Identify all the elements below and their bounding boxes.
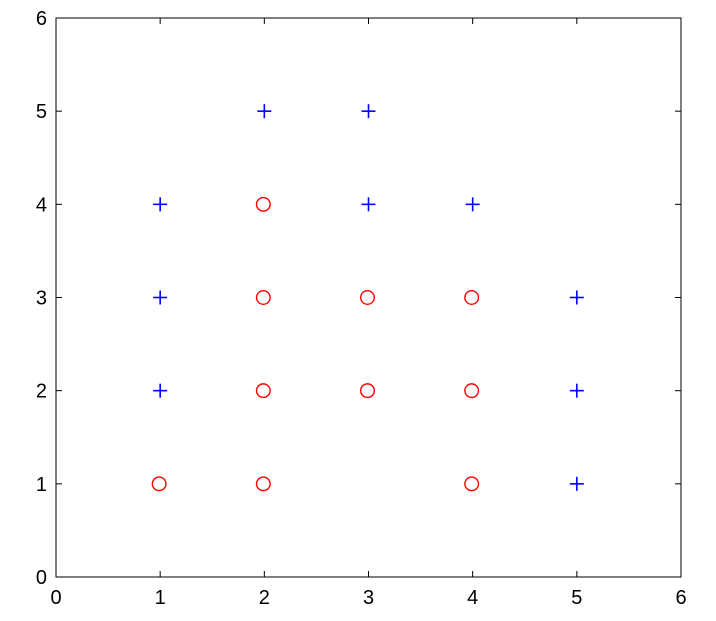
- x-tick-label: 5: [571, 587, 582, 609]
- x-tick-label: 1: [155, 587, 166, 609]
- circle-marker: [151, 476, 167, 492]
- plus-marker: [153, 383, 168, 398]
- y-tick-label: 0: [36, 567, 47, 589]
- circle-marker: [360, 383, 376, 399]
- x-tick-label: 2: [259, 587, 270, 609]
- circle-marker: [255, 290, 271, 306]
- plus-marker: [569, 290, 584, 305]
- plus-marker: [569, 383, 584, 398]
- circle-marker: [464, 476, 480, 492]
- circle-marker: [255, 383, 271, 399]
- plus-marker: [569, 476, 584, 491]
- y-tick-label: 4: [36, 194, 47, 216]
- y-tick-label: 5: [36, 101, 47, 123]
- plus-marker: [153, 197, 168, 212]
- plus-marker: [465, 197, 480, 212]
- plot-area: [56, 18, 681, 577]
- plus-marker: [257, 104, 272, 119]
- circle-marker: [255, 196, 271, 212]
- x-tick-label: 0: [50, 587, 61, 609]
- circle-marker: [255, 476, 271, 492]
- x-tick-label: 6: [675, 587, 686, 609]
- y-tick-label: 2: [36, 381, 47, 403]
- plus-marker: [153, 290, 168, 305]
- y-tick-label: 1: [36, 474, 47, 496]
- circle-marker: [464, 383, 480, 399]
- plot-frame: [55, 17, 682, 578]
- circle-marker: [360, 290, 376, 306]
- x-tick-label: 4: [467, 587, 478, 609]
- plus-marker: [361, 104, 376, 119]
- axis-tick-labels: 0 1 2 3 4 5 6 0 1 2 3 4 5 6: [36, 8, 687, 609]
- circle-marker: [464, 290, 480, 306]
- plus-marker: [361, 197, 376, 212]
- x-tick-label: 3: [363, 587, 374, 609]
- y-tick-label: 3: [36, 288, 47, 310]
- data-points: [151, 104, 584, 492]
- y-tick-label: 6: [36, 8, 47, 30]
